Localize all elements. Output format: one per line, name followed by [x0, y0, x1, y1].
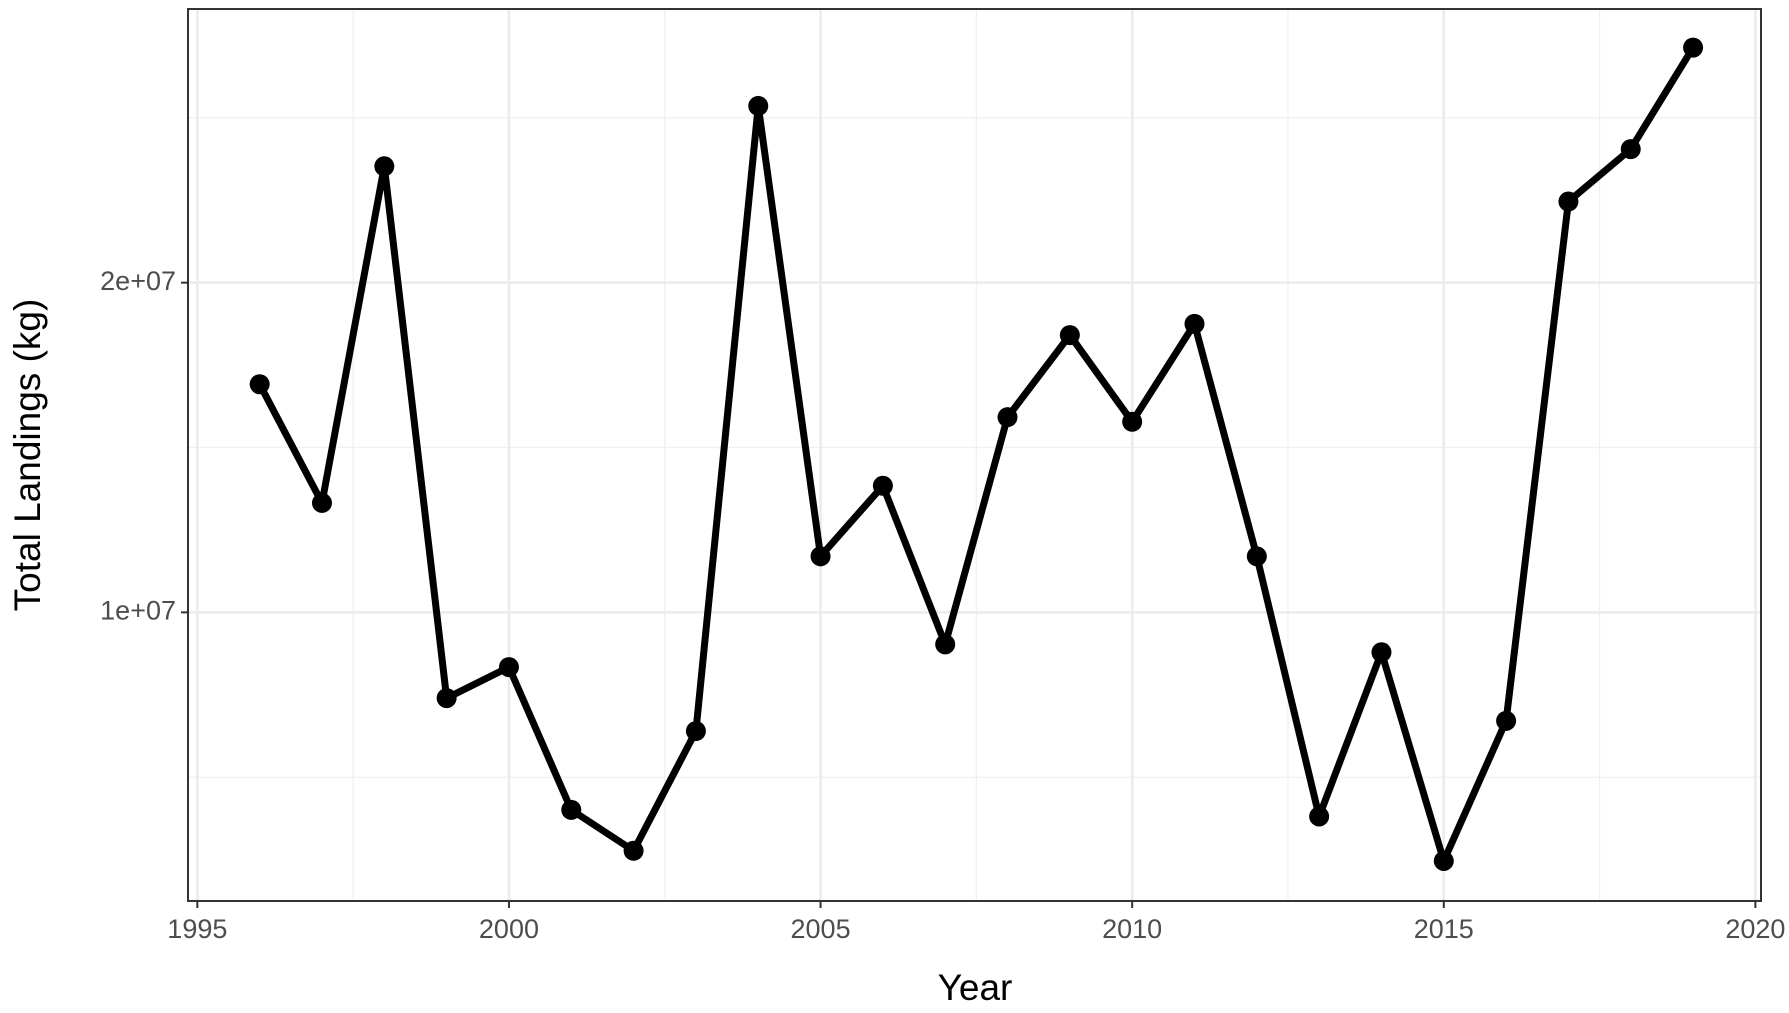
point	[1309, 806, 1330, 827]
point	[810, 546, 831, 567]
plot-border	[187, 8, 1762, 902]
point	[748, 95, 769, 116]
point	[1620, 139, 1641, 160]
point	[311, 492, 332, 513]
point	[1246, 546, 1267, 567]
point	[1371, 642, 1392, 663]
x-tick-label: 1995	[167, 914, 227, 944]
point	[1122, 411, 1143, 432]
point	[1496, 710, 1517, 731]
x-axis-title: Year	[938, 967, 1013, 1008]
point	[561, 799, 582, 820]
point	[1683, 37, 1704, 58]
x-tick-label: 2015	[1414, 914, 1474, 944]
point	[1558, 191, 1579, 212]
y-tick-label: 2e+07	[100, 266, 176, 296]
x-tick-label: 2000	[479, 914, 539, 944]
x-tick-label: 2020	[1725, 914, 1785, 944]
y-axis-title: Total Landings (kg)	[7, 299, 48, 612]
x-tick-label: 2005	[791, 914, 851, 944]
point	[935, 634, 956, 655]
point	[498, 657, 519, 678]
y-tick-label: 1e+07	[100, 595, 176, 625]
point	[374, 156, 395, 177]
point	[1433, 850, 1454, 871]
point	[436, 688, 457, 709]
point	[1059, 325, 1080, 346]
point	[1184, 313, 1205, 334]
point	[872, 475, 893, 496]
point	[685, 721, 706, 742]
point	[623, 840, 644, 861]
point	[997, 407, 1018, 428]
line	[256, 45, 1697, 865]
x-tick-label: 2010	[1102, 914, 1162, 944]
point	[249, 374, 270, 395]
